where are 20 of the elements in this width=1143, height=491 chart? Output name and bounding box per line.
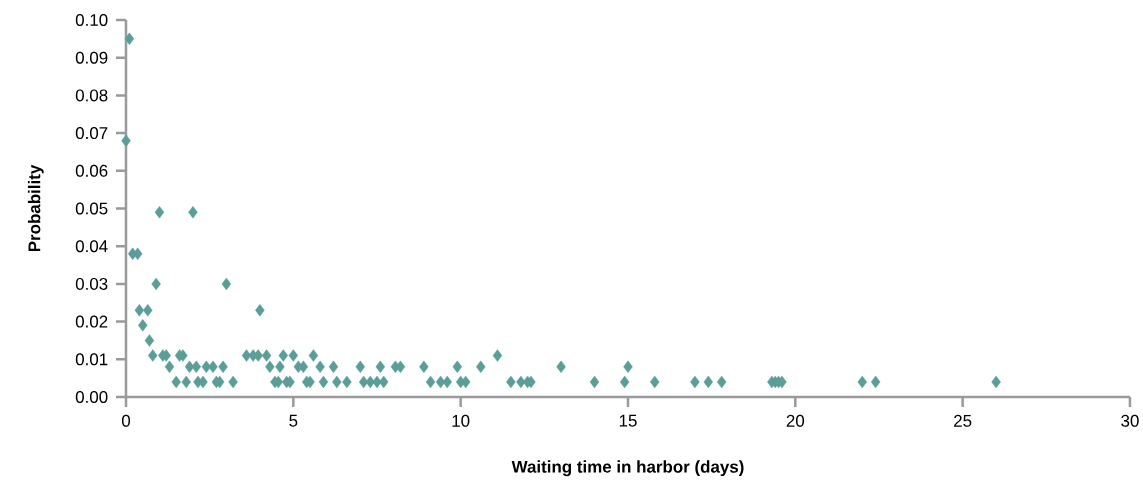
y-tick-label: 0.03: [75, 277, 108, 290]
x-tick-label: 5: [289, 414, 298, 427]
y-tick-label: 0.00: [75, 391, 108, 403]
y-tick-label: 0.05: [75, 202, 108, 215]
y-tick-label: 0.07: [75, 127, 108, 140]
y-tick-label: 0.06: [75, 164, 108, 177]
x-tick-label: 10: [452, 414, 470, 427]
x-tick-label: 15: [619, 414, 637, 427]
y-axis-title: Probability: [27, 164, 44, 252]
y-tick-label: 0.04: [75, 240, 108, 253]
y-tick-label: 0.02: [75, 315, 108, 328]
x-tick-label: 20: [786, 414, 805, 427]
y-tick-label: 0.09: [75, 51, 108, 64]
y-tick-label: 0.01: [75, 353, 108, 366]
x-tick-label: 30: [1121, 414, 1139, 427]
y-tick-label: 0.10: [75, 14, 108, 26]
y-tick-label: 0.08: [75, 89, 108, 102]
x-tick-label: 0: [121, 414, 131, 427]
x-axis-title: Waiting time in harbor (days): [511, 460, 744, 477]
x-tick-label: 25: [954, 414, 972, 427]
